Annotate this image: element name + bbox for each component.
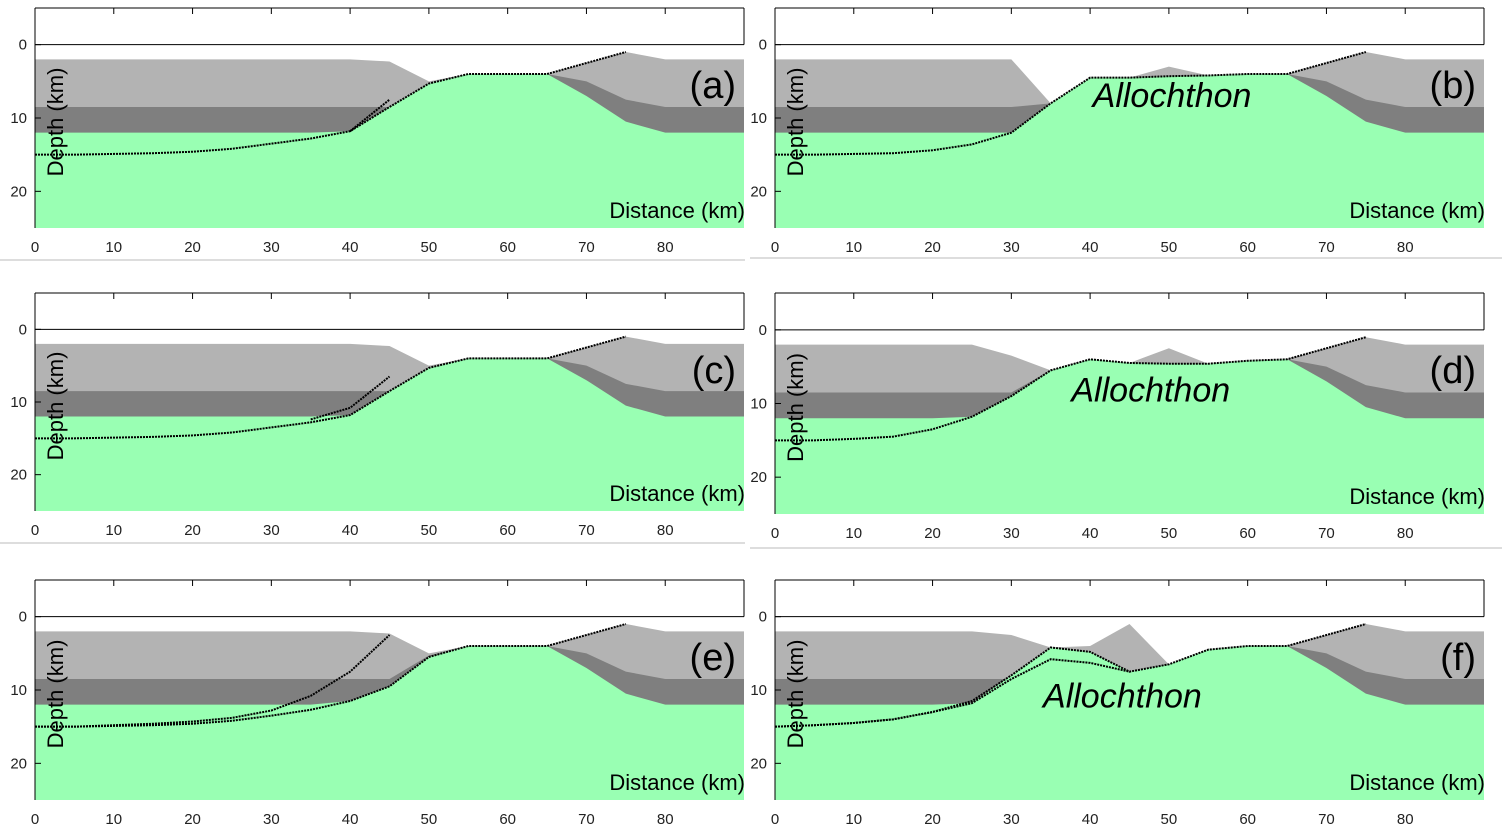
- x-tick-label: 20: [924, 239, 941, 256]
- y-tick-label: 20: [750, 469, 767, 486]
- y-tick-label: 0: [19, 609, 27, 626]
- x-tick-label: 40: [342, 811, 359, 828]
- x-tick-label: 30: [263, 522, 280, 539]
- panel-label: (c): [692, 350, 736, 392]
- y-tick-label: 10: [10, 682, 27, 699]
- panel-label: (a): [690, 65, 736, 107]
- x-tick-label: 80: [657, 522, 674, 539]
- x-tick-label: 50: [421, 522, 438, 539]
- x-tick-label: 10: [845, 239, 862, 256]
- y-tick-label: 10: [750, 110, 767, 127]
- x-tick-label: 10: [845, 811, 862, 828]
- x-tick-label: 80: [1397, 525, 1414, 542]
- annotation: Allochthon: [1091, 77, 1252, 115]
- x-tick-label: 80: [657, 811, 674, 828]
- x-tick-label: 20: [924, 811, 941, 828]
- x-tick-label: 40: [1082, 525, 1099, 542]
- x-tick-label: 30: [263, 811, 280, 828]
- y-axis-label: Depth (km): [43, 640, 68, 749]
- x-tick-label: 80: [1397, 811, 1414, 828]
- panel-label: (f): [1440, 637, 1476, 679]
- x-tick-label: 20: [184, 239, 201, 256]
- y-axis-label: Depth (km): [783, 640, 808, 749]
- x-tick-label: 60: [1239, 811, 1256, 828]
- x-tick-label: 50: [1161, 525, 1178, 542]
- x-tick-label: 10: [105, 811, 122, 828]
- x-tick-label: 60: [1239, 239, 1256, 256]
- x-axis-label: Distance (km): [1349, 198, 1485, 223]
- y-tick-label: 10: [10, 394, 27, 411]
- x-tick-label: 0: [31, 811, 39, 828]
- x-tick-label: 10: [105, 522, 122, 539]
- x-tick-label: 20: [184, 522, 201, 539]
- x-tick-label: 50: [1161, 811, 1178, 828]
- x-axis-label: Distance (km): [609, 198, 745, 223]
- y-tick-label: 20: [750, 755, 767, 772]
- y-tick-label: 0: [759, 37, 767, 54]
- x-tick-label: 30: [1003, 811, 1020, 828]
- y-tick-label: 20: [10, 183, 27, 200]
- y-tick-label: 0: [759, 322, 767, 339]
- x-tick-label: 50: [421, 811, 438, 828]
- panel-label: (b): [1430, 65, 1476, 107]
- y-tick-label: 10: [10, 110, 27, 127]
- y-tick-label: 10: [750, 396, 767, 413]
- y-tick-label: 20: [10, 467, 27, 484]
- y-tick-label: 0: [759, 609, 767, 626]
- y-axis-label: Depth (km): [783, 68, 808, 177]
- x-axis-label: Distance (km): [1349, 770, 1485, 795]
- x-tick-label: 30: [263, 239, 280, 256]
- x-tick-label: 70: [578, 522, 595, 539]
- x-tick-label: 20: [184, 811, 201, 828]
- x-tick-label: 70: [1318, 525, 1335, 542]
- y-tick-label: 10: [750, 682, 767, 699]
- x-tick-label: 70: [578, 811, 595, 828]
- y-tick-label: 0: [19, 37, 27, 54]
- x-tick-label: 0: [771, 239, 779, 256]
- x-tick-label: 20: [924, 525, 941, 542]
- y-axis-label: Depth (km): [783, 353, 808, 462]
- x-axis-label: Distance (km): [609, 770, 745, 795]
- x-tick-label: 80: [657, 239, 674, 256]
- x-tick-label: 60: [499, 811, 516, 828]
- figure: 0 10 20 30 40 50 60 70 80 0 10 20 (a) Distance (km) De…: [0, 0, 1502, 832]
- y-tick-label: 20: [10, 755, 27, 772]
- x-tick-label: 70: [1318, 239, 1335, 256]
- y-axis-label: Depth (km): [43, 352, 68, 461]
- x-tick-label: 80: [1397, 239, 1414, 256]
- x-tick-label: 0: [31, 522, 39, 539]
- x-tick-label: 0: [31, 239, 39, 256]
- x-tick-label: 40: [342, 239, 359, 256]
- y-tick-label: 0: [19, 321, 27, 338]
- x-tick-label: 10: [105, 239, 122, 256]
- x-tick-label: 0: [771, 811, 779, 828]
- annotation: Allochthon: [1041, 678, 1202, 716]
- x-axis-label: Distance (km): [609, 481, 745, 506]
- panel-label: (e): [690, 637, 736, 679]
- x-tick-label: 40: [342, 522, 359, 539]
- x-tick-label: 70: [578, 239, 595, 256]
- annotation: Allochthon: [1069, 371, 1230, 409]
- x-tick-label: 50: [1161, 239, 1178, 256]
- x-tick-label: 70: [1318, 811, 1335, 828]
- x-tick-label: 40: [1082, 811, 1099, 828]
- x-axis-label: Distance (km): [1349, 484, 1485, 509]
- x-tick-label: 10: [845, 525, 862, 542]
- x-tick-label: 50: [421, 239, 438, 256]
- page: {"chart_data": [ {"type": "area", "title…: [0, 0, 1502, 832]
- x-tick-label: 60: [499, 239, 516, 256]
- y-axis-label: Depth (km): [43, 68, 68, 177]
- x-tick-label: 60: [1239, 525, 1256, 542]
- x-tick-label: 40: [1082, 239, 1099, 256]
- y-tick-label: 20: [750, 183, 767, 200]
- panel-label: (d): [1430, 350, 1476, 392]
- x-tick-label: 30: [1003, 239, 1020, 256]
- x-tick-label: 30: [1003, 525, 1020, 542]
- x-tick-label: 0: [771, 525, 779, 542]
- x-tick-label: 60: [499, 522, 516, 539]
